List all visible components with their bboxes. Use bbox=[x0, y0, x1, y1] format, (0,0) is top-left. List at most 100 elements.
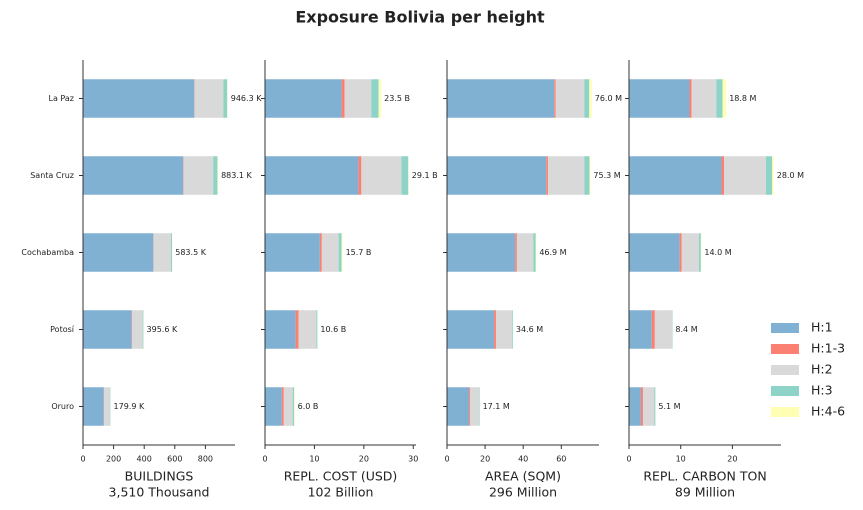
legend-label: H:3 bbox=[811, 383, 833, 398]
total-label: 17.1 M bbox=[483, 402, 510, 411]
total-label: 46.9 M bbox=[539, 248, 566, 257]
bar-segment bbox=[338, 233, 342, 272]
x-tick-label: 800 bbox=[198, 455, 213, 464]
bar-segment bbox=[170, 233, 173, 272]
bar-segment bbox=[629, 233, 680, 272]
total-label: 34.6 M bbox=[516, 325, 543, 334]
bar-segment bbox=[469, 387, 471, 426]
total-label: 5.1 M bbox=[658, 402, 680, 411]
bar-segment bbox=[724, 156, 767, 195]
bar-segment bbox=[629, 79, 690, 118]
x-tick-label: 30 bbox=[408, 455, 418, 464]
total-label: 883.1 K bbox=[221, 171, 252, 180]
x-tick-label: 600 bbox=[167, 455, 182, 464]
bar-segment bbox=[533, 233, 536, 272]
legend-swatch bbox=[771, 407, 799, 417]
bar-segment bbox=[716, 79, 723, 118]
legend-swatch bbox=[771, 323, 799, 333]
bar-segment bbox=[654, 310, 672, 349]
y-tick-label: Potosí bbox=[50, 325, 75, 334]
bar-segment bbox=[292, 387, 295, 426]
bar-segment bbox=[283, 387, 293, 426]
bar-segment bbox=[447, 79, 555, 118]
bar-segment bbox=[223, 79, 228, 118]
x-tick-label: 20 bbox=[359, 455, 369, 464]
bar-segment bbox=[698, 233, 701, 272]
bar-segment bbox=[679, 233, 682, 272]
x-tick-label: 60 bbox=[556, 455, 566, 464]
bar-segment bbox=[640, 387, 643, 426]
x-tick-label: 0 bbox=[444, 455, 449, 464]
bar-segment bbox=[494, 310, 496, 349]
bar-segment bbox=[547, 156, 585, 195]
bar-segment bbox=[316, 310, 318, 349]
y-tick-label: Cochabamba bbox=[21, 248, 74, 257]
bar-segment bbox=[691, 79, 717, 118]
total-label: 10.6 B bbox=[320, 325, 346, 334]
bar-segment bbox=[265, 156, 359, 195]
bar-segment bbox=[217, 156, 219, 195]
x-tick-label: 20 bbox=[480, 455, 490, 464]
bar-segment bbox=[371, 79, 379, 118]
x-tick-label: 10 bbox=[309, 455, 319, 464]
total-label: 29.1 B bbox=[412, 171, 438, 180]
total-label: 8.4 M bbox=[675, 325, 697, 334]
bar-segment bbox=[629, 310, 652, 349]
bar-segment bbox=[447, 310, 495, 349]
x-tick-label: 10 bbox=[676, 455, 686, 464]
bar-segment bbox=[681, 233, 699, 272]
total-label: 28.0 M bbox=[777, 171, 804, 180]
bar-segment bbox=[722, 79, 727, 118]
bar-segment bbox=[83, 233, 154, 272]
bar-segment bbox=[654, 387, 656, 426]
bar-segment bbox=[131, 310, 143, 349]
figure-title: Exposure Bolivia per height bbox=[295, 8, 545, 27]
x-axis-note: 296 Million bbox=[489, 485, 557, 500]
x-axis-label: AREA (SQM) bbox=[485, 469, 561, 484]
legend-swatch bbox=[771, 344, 799, 354]
total-label: 395.6 K bbox=[147, 325, 178, 334]
bar-segment bbox=[265, 387, 282, 426]
bar-segment bbox=[651, 310, 655, 349]
bar-segment bbox=[772, 156, 774, 195]
bar-segment bbox=[83, 387, 104, 426]
legend-swatch bbox=[771, 365, 799, 375]
bar-segment bbox=[341, 233, 343, 272]
bar-segment bbox=[671, 310, 673, 349]
bar-segment bbox=[142, 310, 144, 349]
bar-segment bbox=[265, 79, 342, 118]
bar-segment bbox=[83, 79, 195, 118]
bar-segment bbox=[298, 310, 317, 349]
bar-segment bbox=[447, 156, 547, 195]
legend-label: H:4-6 bbox=[811, 404, 845, 419]
x-tick-label: 0 bbox=[262, 455, 267, 464]
bar-segment bbox=[401, 156, 409, 195]
bar-segment bbox=[479, 387, 480, 426]
bar-segment bbox=[589, 156, 591, 195]
bar-segment bbox=[515, 233, 517, 272]
bar-segment bbox=[103, 387, 110, 426]
total-label: 583.5 K bbox=[175, 248, 206, 257]
bar-segment bbox=[447, 387, 470, 426]
bar-segment bbox=[194, 79, 224, 118]
x-axis-label: REPL. CARBON TON bbox=[643, 469, 766, 484]
bar-segment bbox=[361, 156, 402, 195]
bar-segment bbox=[584, 156, 590, 195]
bar-segment bbox=[265, 310, 296, 349]
x-axis-label: BUILDINGS bbox=[125, 469, 194, 484]
bar-segment bbox=[470, 387, 479, 426]
bar-segment bbox=[554, 79, 556, 118]
legend-label: H:2 bbox=[811, 362, 833, 377]
bar-segment bbox=[555, 79, 585, 118]
bar-segment bbox=[213, 156, 218, 195]
x-tick-label: 200 bbox=[106, 455, 121, 464]
bar-segment bbox=[721, 156, 725, 195]
y-tick-label: Santa Cruz bbox=[30, 171, 74, 180]
total-label: 18.8 M bbox=[729, 94, 756, 103]
bar-segment bbox=[83, 310, 132, 349]
bar-segment bbox=[378, 79, 382, 118]
bar-segment bbox=[447, 233, 516, 272]
x-tick-label: 20 bbox=[727, 455, 737, 464]
x-axis-note: 102 Billion bbox=[308, 485, 374, 500]
